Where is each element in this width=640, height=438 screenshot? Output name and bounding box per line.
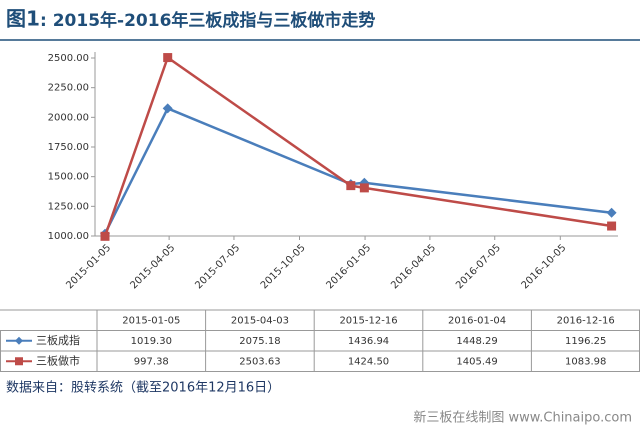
credit: 新三板在线制图 www.Chinaipo.com xyxy=(413,410,632,426)
point xyxy=(607,221,617,231)
y-tick-label: 1250.00 xyxy=(48,201,89,212)
y-tick-label: 2250.00 xyxy=(48,83,89,94)
table-header: 2015-01-05 xyxy=(122,315,180,326)
table-header: 2015-12-16 xyxy=(339,315,397,326)
y-tick-label: 2500.00 xyxy=(48,53,89,64)
point xyxy=(359,183,369,193)
point xyxy=(163,53,173,63)
table-value: 1436.94 xyxy=(348,336,389,347)
point xyxy=(162,103,173,114)
legend-marker xyxy=(15,357,23,366)
chart-title: : 2015年-2016年三板成指与三板做市走势 xyxy=(40,10,375,31)
table-value: 1196.25 xyxy=(565,336,606,347)
y-tick-label: 1750.00 xyxy=(48,142,89,153)
point xyxy=(100,231,110,241)
table-value: 2075.18 xyxy=(239,336,280,347)
point xyxy=(346,181,356,191)
table-value: 1019.30 xyxy=(131,336,172,347)
table-value: 2503.63 xyxy=(239,356,280,367)
legend-label: 三板成指 xyxy=(36,333,80,347)
y-tick-label: 1000.00 xyxy=(48,231,89,242)
figure-label: 图1 xyxy=(6,7,40,31)
table-value: 1405.49 xyxy=(456,356,497,367)
y-tick-label: 1500.00 xyxy=(48,172,89,183)
legend-label: 三板做市 xyxy=(36,353,80,367)
legend-marker xyxy=(15,336,23,345)
table-value: 997.38 xyxy=(134,356,169,367)
table-header: 2016-01-04 xyxy=(448,315,506,326)
y-tick-label: 2000.00 xyxy=(48,112,89,123)
table-value: 1083.98 xyxy=(565,356,606,367)
table-value: 1448.29 xyxy=(456,336,497,347)
table-header: 2016-12-16 xyxy=(557,315,615,326)
table-value: 1424.50 xyxy=(348,356,389,367)
point xyxy=(606,207,617,218)
table-header: 2015-04-03 xyxy=(231,315,289,326)
source: 数据来自：股转系统（截至2016年12月16日） xyxy=(6,381,280,396)
